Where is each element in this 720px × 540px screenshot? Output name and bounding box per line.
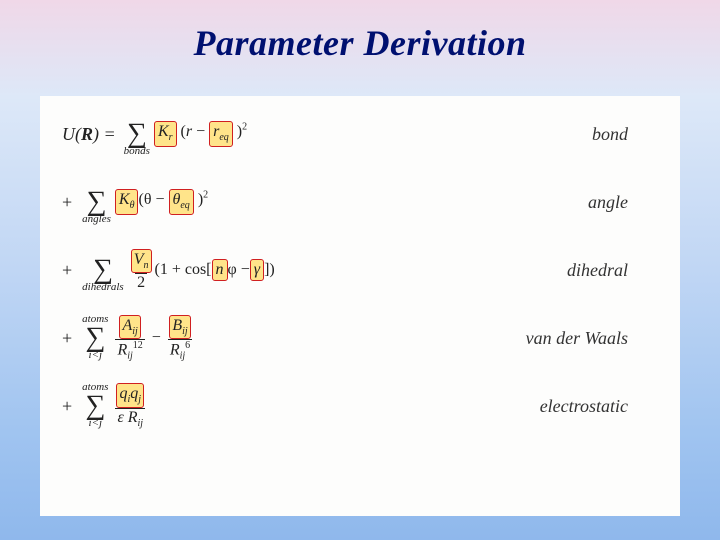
param-gamma: γ <box>250 259 264 281</box>
equation-row-electrostatic: + atoms ∑ i<j qiqj ε Rij electrostatic <box>62 382 658 430</box>
frac-bij: Bij Rij6 <box>168 315 192 362</box>
equation-row-angle: + ∑ angles Kθ (θ − θeq )2 angle <box>62 178 658 226</box>
rest-bond: (r − req )2 <box>177 121 248 146</box>
equation-panel: U(R) = ∑ bonds Kr (r − req )2 bond + ∑ <box>40 96 680 516</box>
row-label: van der Waals <box>526 328 658 349</box>
param-aij: Aij <box>119 315 140 339</box>
param-thetaeq: θeq <box>169 189 194 214</box>
lead-text: U(R) = <box>62 124 116 145</box>
math-dihedral: + ∑ dihedrals Vn 2 (1 + cos[ n φ − γ ]) <box>62 246 275 294</box>
frac-aij: Aij Rij12 <box>115 315 144 362</box>
math-angle: + ∑ angles Kθ (θ − θeq )2 <box>62 178 208 226</box>
param-bij: Bij <box>169 315 190 339</box>
row-label: dihedral <box>567 260 658 281</box>
param-ktheta: Kθ <box>115 189 139 214</box>
frac-qiqj: qiqj ε Rij <box>115 383 145 428</box>
math-vdw: + atoms ∑ i<j Aij Rij12 − Bij Rij6 <box>62 314 195 362</box>
param-vn: Vn <box>131 249 152 273</box>
sum-symbol: ∑ bonds <box>124 110 150 158</box>
param-req: req <box>209 121 233 146</box>
param-kr: Kr <box>154 121 177 146</box>
param-qiqj: qiqj <box>116 383 144 407</box>
equation-row-vdw: + atoms ∑ i<j Aij Rij12 − Bij Rij6 van d… <box>62 314 658 362</box>
row-label: angle <box>588 192 658 213</box>
rest-angle: (θ − θeq )2 <box>138 189 208 214</box>
sum-symbol: ∑ dihedrals <box>82 246 124 294</box>
equation-row-dihedral: + ∑ dihedrals Vn 2 (1 + cos[ n φ − γ ]) … <box>62 246 658 294</box>
sum-symbol: atoms ∑ i<j <box>82 314 108 362</box>
sum-symbol: ∑ angles <box>82 178 111 226</box>
row-label: bond <box>592 124 658 145</box>
frac-vn: Vn 2 <box>131 249 152 292</box>
page-title: Parameter Derivation <box>0 0 720 64</box>
math-bond: U(R) = ∑ bonds Kr (r − req )2 <box>62 110 247 158</box>
row-label: electrostatic <box>540 396 658 417</box>
math-electro: + atoms ∑ i<j qiqj ε Rij <box>62 382 148 430</box>
equation-row-bond: U(R) = ∑ bonds Kr (r − req )2 bond <box>62 110 658 158</box>
sum-symbol: atoms ∑ i<j <box>82 382 108 430</box>
param-n: n <box>212 259 228 281</box>
